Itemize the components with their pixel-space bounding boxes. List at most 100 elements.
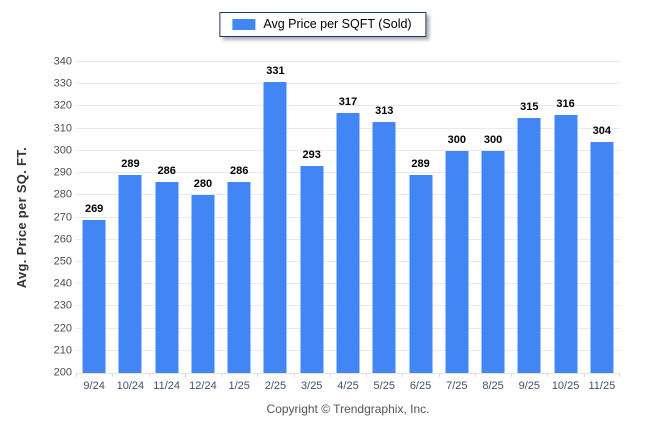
x-tick-label: 6/25 [409,380,432,392]
bar-value-label: 289 [411,158,430,171]
x-tick-label: 10/24 [116,380,145,392]
y-tick-label: 330 [53,77,72,90]
bar [82,219,106,373]
x-axis-tick [474,373,476,377]
bar [590,141,614,373]
x-axis-tick [257,373,259,377]
x-tick-label: 9/25 [518,380,541,392]
y-tick-label: 210 [53,344,72,357]
x-axis-tick [547,373,549,377]
bar-value-label: 331 [266,65,285,77]
y-tick-label: 270 [53,211,72,223]
bar [372,121,396,373]
y-tick-label: 320 [53,99,72,112]
bar-value-label: 300 [483,133,503,146]
x-axis-tick [148,373,150,377]
bar [481,150,505,373]
bar-value-label: 280 [193,178,213,191]
gridline [76,105,620,107]
y-tick-label: 300 [53,144,72,157]
bar-value-label: 293 [302,149,321,162]
bar [336,113,360,373]
bar-value-label: 300 [447,133,466,146]
y-axis-title-text: Avg. Price per SQ. FT. [13,146,29,289]
plot-area: 269 9/24 289 10/24 286 11/24 280 12/24 286 1/25 33… [76,61,620,392]
x-tick-label: 11/25 [588,380,616,392]
bar-value-label: 289 [121,158,140,171]
bar-slot: 300 7/25 [438,62,475,392]
bar [445,150,469,373]
y-tick-label: 290 [53,166,72,179]
x-tick-label: 1/25 [228,380,250,392]
x-tick-label: 5/25 [373,380,395,392]
bar [155,181,179,373]
axis-end-tick [619,373,620,377]
bar [517,117,541,373]
bar-slot: 280 12/24 [184,62,221,392]
bar-value-label: 317 [338,96,358,109]
bar-slot: 289 10/24 [112,62,148,392]
bar-slot: 300 8/25 [474,62,511,392]
x-tick-label: 11/24 [153,380,181,392]
bar [227,181,251,373]
bar-slot: 317 4/25 [329,62,366,392]
bar-value-label: 269 [84,202,104,215]
x-axis-tick [402,373,404,377]
x-axis-tick [511,373,513,377]
bar [554,115,578,373]
bar [409,175,433,373]
x-tick-label: 2/25 [264,380,287,392]
x-axis-tick [293,373,295,377]
bar [263,82,287,373]
x-axis-tick [583,373,585,377]
x-axis-tick [366,373,368,377]
x-tick-label: 8/25 [482,380,504,392]
x-axis-tick [329,373,331,377]
y-tick-label: 240 [53,277,72,290]
bar [191,195,215,373]
y-tick-label: 200 [53,366,72,379]
x-axis-tick [76,373,77,377]
y-tick-label: 340 [53,55,72,68]
bar-slot: 289 6/25 [402,62,438,392]
bar-slot: 286 1/25 [221,62,257,392]
x-tick-label: 7/25 [446,380,468,392]
x-tick-label: 3/25 [301,380,323,392]
bar-slot: 293 3/25 [293,62,330,392]
bar-slot: 315 9/25 [511,62,547,392]
y-tick-label: 310 [53,122,72,135]
y-tick-label: 260 [53,233,72,246]
x-axis-tick [184,373,186,377]
y-tick-label: 230 [53,299,72,312]
gridline [76,83,620,85]
bar-value-label: 313 [375,104,394,117]
x-axis-tick [221,373,223,377]
legend-label: Avg Price per SQFT (Sold) [263,17,412,31]
x-tick-label: 10/25 [551,380,580,392]
x-axis-tick [438,373,440,377]
bar-slot: 316 10/25 [547,62,583,392]
bar-slot: 286 11/24 [148,62,185,392]
y-tick-label: 220 [53,322,72,335]
bar-slot: 269 9/24 [76,62,112,392]
bar-slot: 331 2/25 [257,62,293,392]
bar-value-label: 286 [157,164,176,177]
x-tick-label: 9/24 [83,380,105,392]
x-axis-tick [112,373,114,377]
bar-slot: 313 5/25 [366,62,402,392]
y-axis-title: Avg. Price per SQ. FT. [12,62,30,373]
gridline [76,61,620,62]
legend: Avg Price per SQFT (Sold) [219,12,427,37]
y-tick-label: 280 [53,188,72,201]
bar-value-label: 316 [556,98,575,111]
bar-slot: 304 11/25 [583,62,620,392]
bar-value-label: 286 [230,164,249,177]
bar-value-label: 304 [592,124,612,137]
x-tick-label: 12/24 [189,380,217,392]
x-tick-label: 4/25 [337,380,359,392]
copyright-text: Copyright © Trendgraphix, Inc. [266,402,430,416]
bar-value-label: 315 [520,100,539,113]
y-tick-label: 250 [53,255,72,268]
bar [118,175,142,373]
